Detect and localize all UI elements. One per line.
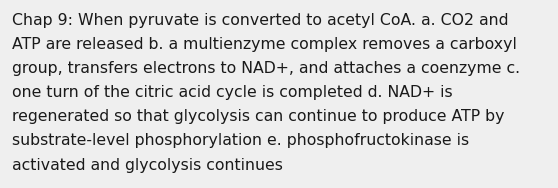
Text: regenerated so that glycolysis can continue to produce ATP by: regenerated so that glycolysis can conti… [12, 109, 505, 124]
Text: activated and glycolysis continues: activated and glycolysis continues [12, 158, 283, 173]
Text: Chap 9: When pyruvate is converted to acetyl CoA. a. CO2 and: Chap 9: When pyruvate is converted to ac… [12, 13, 509, 28]
Text: substrate-level phosphorylation e. phosphofructokinase is: substrate-level phosphorylation e. phosp… [12, 133, 469, 149]
Text: ATP are released b. a multienzyme complex removes a carboxyl: ATP are released b. a multienzyme comple… [12, 37, 517, 52]
Text: one turn of the citric acid cycle is completed d. NAD+ is: one turn of the citric acid cycle is com… [12, 85, 453, 100]
Text: group, transfers electrons to NAD+, and attaches a coenzyme c.: group, transfers electrons to NAD+, and … [12, 61, 521, 76]
